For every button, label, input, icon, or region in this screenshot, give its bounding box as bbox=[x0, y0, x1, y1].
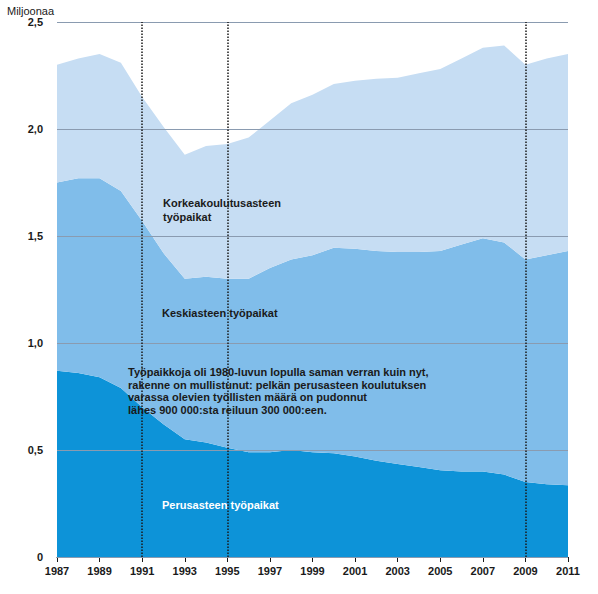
svg-text:2011: 2011 bbox=[556, 565, 580, 577]
svg-text:2007: 2007 bbox=[471, 565, 495, 577]
svg-text:1,0: 1,0 bbox=[28, 337, 43, 349]
svg-text:rakenne on mullistunut: pelkän: rakenne on mullistunut: pelkän perusaste… bbox=[128, 379, 427, 391]
svg-text:Työpaikkoja oli 1980-luvun lop: Työpaikkoja oli 1980-luvun lopulla saman… bbox=[128, 366, 429, 378]
svg-text:2009: 2009 bbox=[513, 565, 537, 577]
svg-text:1991: 1991 bbox=[130, 565, 154, 577]
svg-text:1987: 1987 bbox=[45, 565, 69, 577]
svg-text:työpaikat: työpaikat bbox=[163, 211, 212, 223]
svg-text:Miljoonaa: Miljoonaa bbox=[7, 5, 55, 17]
svg-text:1993: 1993 bbox=[173, 565, 197, 577]
svg-text:1995: 1995 bbox=[215, 565, 239, 577]
svg-text:2,5: 2,5 bbox=[28, 16, 43, 28]
svg-text:0,5: 0,5 bbox=[28, 444, 43, 456]
svg-text:lähes 900 000:sta reiluun 300: lähes 900 000:sta reiluun 300 000:een. bbox=[128, 404, 327, 416]
svg-text:2003: 2003 bbox=[385, 565, 409, 577]
svg-text:2001: 2001 bbox=[343, 565, 367, 577]
svg-text:0: 0 bbox=[37, 551, 43, 563]
svg-text:1,5: 1,5 bbox=[28, 230, 43, 242]
svg-text:varassa olevien työllisten mää: varassa olevien työllisten määrä on pudo… bbox=[128, 391, 367, 403]
svg-text:1989: 1989 bbox=[87, 565, 111, 577]
svg-text:2005: 2005 bbox=[428, 565, 452, 577]
svg-text:Korkeakoulutusasteen: Korkeakoulutusasteen bbox=[163, 197, 281, 209]
svg-text:1999: 1999 bbox=[300, 565, 324, 577]
svg-text:1997: 1997 bbox=[258, 565, 282, 577]
svg-text:Keskiasteen työpaikat: Keskiasteen työpaikat bbox=[162, 307, 278, 319]
svg-text:2,0: 2,0 bbox=[28, 123, 43, 135]
svg-text:Perusasteen työpaikat: Perusasteen työpaikat bbox=[162, 499, 279, 511]
